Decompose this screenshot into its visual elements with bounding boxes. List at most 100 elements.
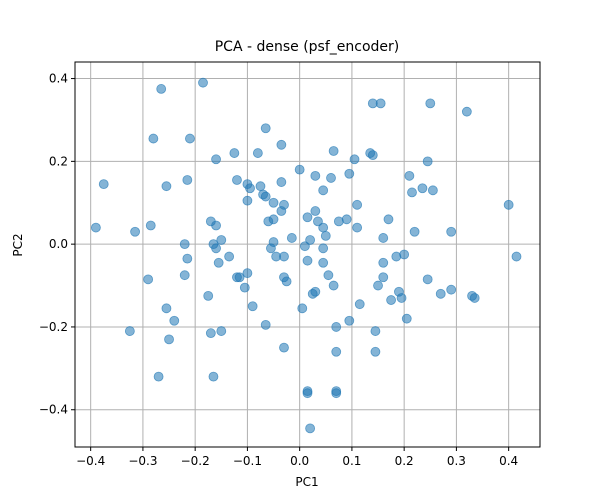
data-point xyxy=(401,313,412,324)
data-points xyxy=(90,77,522,434)
data-point xyxy=(224,251,235,262)
data-point xyxy=(352,222,363,233)
data-point xyxy=(182,253,193,264)
data-point xyxy=(409,226,420,237)
data-point xyxy=(182,175,193,185)
grid-lines xyxy=(75,62,540,447)
data-point xyxy=(310,170,321,181)
data-point xyxy=(145,220,156,231)
data-point xyxy=(386,295,396,305)
data-point xyxy=(422,274,433,285)
data-point xyxy=(354,299,365,310)
data-point xyxy=(310,286,321,297)
y-tick-label: −0.2 xyxy=(39,320,68,334)
data-point xyxy=(469,293,480,303)
x-tick-label: −0.1 xyxy=(233,454,262,468)
data-point xyxy=(425,98,436,109)
data-point xyxy=(211,243,221,254)
data-point xyxy=(417,183,428,194)
data-point xyxy=(260,191,271,202)
data-point xyxy=(305,423,316,434)
data-point xyxy=(156,84,167,94)
data-point xyxy=(407,187,417,198)
data-point xyxy=(216,326,227,336)
data-point xyxy=(299,241,310,252)
x-tick-label: 0.0 xyxy=(290,454,309,468)
data-point xyxy=(318,257,329,268)
data-point xyxy=(320,230,331,241)
data-point xyxy=(143,274,154,285)
data-point xyxy=(185,133,195,144)
data-point xyxy=(268,197,279,208)
data-point xyxy=(352,199,363,210)
data-point xyxy=(98,179,109,190)
y-tick-label: 0.4 xyxy=(49,72,68,86)
data-point xyxy=(229,148,240,158)
data-point xyxy=(153,371,164,382)
data-point xyxy=(318,243,329,254)
data-point xyxy=(232,175,242,185)
data-point xyxy=(404,170,415,181)
data-point xyxy=(326,173,336,183)
x-tick-label: −0.3 xyxy=(128,454,157,468)
data-point xyxy=(503,199,514,210)
data-point xyxy=(302,212,313,223)
data-point xyxy=(302,386,313,397)
data-point xyxy=(198,77,208,88)
data-point xyxy=(461,106,472,117)
data-point xyxy=(164,334,174,345)
x-tick-label: 0.1 xyxy=(342,454,361,468)
data-point xyxy=(234,272,245,283)
data-point xyxy=(297,303,308,314)
data-point xyxy=(373,280,383,291)
data-point xyxy=(161,181,172,192)
data-point xyxy=(341,214,352,225)
data-point xyxy=(331,388,342,399)
x-axis-ticks: −0.4 −0.3 −0.2 −0.1 0.0 0.1 0.2 0.3 0.4 xyxy=(76,447,518,468)
data-point xyxy=(279,342,289,353)
data-point xyxy=(203,290,214,301)
data-point xyxy=(260,319,271,330)
data-point xyxy=(179,239,190,250)
data-point xyxy=(370,326,381,336)
data-point xyxy=(331,322,342,332)
data-point xyxy=(378,257,389,268)
data-point xyxy=(216,235,227,245)
data-point xyxy=(247,301,258,312)
data-point xyxy=(427,185,438,196)
data-point xyxy=(318,185,329,196)
data-point xyxy=(205,328,216,339)
data-point xyxy=(124,326,135,336)
data-point xyxy=(370,346,381,357)
data-point xyxy=(349,154,360,165)
y-axis-ticks: −0.4 −0.2 0.0 0.2 0.4 xyxy=(39,72,75,417)
data-point xyxy=(286,233,297,243)
data-point xyxy=(294,164,305,175)
plot-frame xyxy=(74,61,541,448)
data-point xyxy=(242,195,253,206)
x-tick-label: −0.4 xyxy=(76,454,105,468)
data-point xyxy=(375,98,386,109)
x-tick-label: 0.3 xyxy=(447,454,466,468)
data-point xyxy=(179,270,190,281)
data-point xyxy=(211,220,221,231)
x-tick-label: −0.2 xyxy=(181,454,210,468)
data-point xyxy=(313,216,323,227)
data-point xyxy=(279,199,289,210)
data-point xyxy=(511,251,522,262)
y-tick-label: −0.4 xyxy=(39,403,68,417)
data-point xyxy=(213,257,224,268)
data-point xyxy=(260,123,271,134)
x-tick-label: 0.4 xyxy=(499,454,518,468)
data-point xyxy=(279,251,289,262)
data-point xyxy=(323,270,334,281)
data-point xyxy=(268,237,279,247)
data-point xyxy=(302,255,313,266)
data-point xyxy=(268,214,279,225)
data-point xyxy=(383,214,394,225)
chart-title: PCA - dense (psf_encoder) xyxy=(215,39,400,55)
data-point xyxy=(399,249,410,260)
y-axis-label: PC2 xyxy=(11,233,25,256)
data-point xyxy=(396,293,407,303)
